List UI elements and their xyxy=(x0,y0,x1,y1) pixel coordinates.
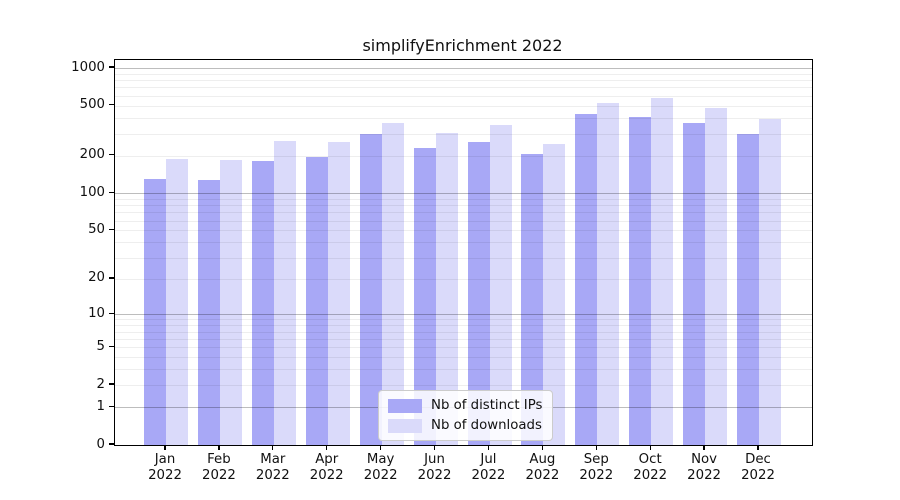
y-tick-mark xyxy=(109,383,114,385)
x-tick-mark xyxy=(595,445,597,450)
x-tick-mark xyxy=(757,445,759,450)
bar-distinct-ips-dec xyxy=(737,134,759,445)
x-tick-mark xyxy=(326,445,328,450)
x-tick-label: Oct 2022 xyxy=(633,452,668,483)
legend-label-downloads: Nb of downloads xyxy=(431,418,542,433)
x-tick-label: Apr 2022 xyxy=(309,452,344,483)
x-tick-label: Sep 2022 xyxy=(579,452,614,483)
y-tick-label: 5 xyxy=(96,338,105,354)
x-tick-label: Jan 2022 xyxy=(148,452,182,483)
x-tick-mark xyxy=(164,445,166,450)
y-tick-label: 1 xyxy=(96,398,105,414)
x-tick-label: Nov 2022 xyxy=(687,452,721,483)
x-tick-mark xyxy=(649,445,651,450)
y-tick-label: 0 xyxy=(96,436,105,452)
x-tick-mark xyxy=(541,445,544,450)
y-tick-mark xyxy=(109,191,114,193)
bar-distinct-ips-apr xyxy=(305,157,328,445)
x-tick-mark xyxy=(703,445,705,450)
y-tick-mark xyxy=(109,66,114,68)
x-tick-label: Aug 2022 xyxy=(525,452,560,483)
x-tick-label: Mar 2022 xyxy=(255,452,290,483)
y-tick-mark xyxy=(109,104,114,106)
bar-distinct-ips-may xyxy=(359,134,382,445)
bar-downloads-may xyxy=(381,123,404,445)
bar-distinct-ips-mar xyxy=(251,161,274,445)
bar-distinct-ips-feb xyxy=(197,180,220,445)
bar-downloads-nov xyxy=(705,108,728,445)
bar-distinct-ips-nov xyxy=(683,123,706,445)
legend-item-downloads: Nb of downloads xyxy=(388,418,542,433)
x-tick-label: Feb 2022 xyxy=(201,452,236,483)
bar-downloads-dec xyxy=(759,118,781,445)
y-tick-label: 500 xyxy=(79,97,105,113)
bar-downloads-jan xyxy=(166,158,188,445)
y-tick-mark xyxy=(109,443,114,445)
bar-downloads-oct xyxy=(651,98,674,445)
bar-downloads-apr xyxy=(327,141,350,445)
x-tick-label: Jun 2022 xyxy=(417,452,452,483)
x-tick-label: May 2022 xyxy=(363,452,398,483)
y-tick-label: 20 xyxy=(88,270,105,286)
x-tick-label: Dec 2022 xyxy=(741,452,775,483)
x-tick-mark xyxy=(272,445,274,450)
bar-downloads-feb xyxy=(219,159,242,445)
chart-title: simplifyEnrichment 2022 xyxy=(362,36,563,55)
bar-downloads-sep xyxy=(597,103,620,445)
legend: Nb of distinct IPs Nb of downloads xyxy=(378,390,554,441)
x-tick-mark xyxy=(433,445,436,450)
bar-distinct-ips-sep xyxy=(575,114,598,445)
legend-label-distinct-ips: Nb of distinct IPs xyxy=(431,398,543,413)
x-tick-mark xyxy=(379,445,382,450)
bar-downloads-jun xyxy=(435,132,458,445)
y-tick-label: 2 xyxy=(96,376,105,392)
y-tick-label: 100 xyxy=(79,184,105,200)
y-tick-mark xyxy=(109,228,114,231)
x-tick-mark xyxy=(218,445,220,450)
legend-swatch-distinct-ips-icon xyxy=(388,398,422,413)
plot-area: Nb of distinct IPs Nb of downloads xyxy=(114,59,813,446)
bar-distinct-ips-jan xyxy=(144,179,166,445)
bars-layer xyxy=(115,60,812,445)
bar-distinct-ips-jun xyxy=(413,147,436,445)
bar-distinct-ips-aug xyxy=(521,154,544,445)
y-tick-label: 50 xyxy=(88,221,105,237)
legend-swatch-downloads-icon xyxy=(388,418,422,433)
x-tick-label: Jul 2022 xyxy=(471,452,506,483)
bar-downloads-mar xyxy=(273,140,296,445)
legend-item-distinct-ips: Nb of distinct IPs xyxy=(388,398,542,413)
y-tick-mark xyxy=(109,277,114,279)
x-tick-mark xyxy=(487,445,490,450)
y-tick-mark xyxy=(109,153,114,156)
y-tick-label: 200 xyxy=(79,147,105,163)
y-tick-label: 1000 xyxy=(71,59,105,75)
y-tick-mark xyxy=(109,312,114,314)
bar-distinct-ips-jul xyxy=(467,142,490,445)
y-tick-mark xyxy=(109,405,114,407)
y-tick-label: 10 xyxy=(88,305,105,321)
bar-downloads-jul xyxy=(489,124,512,445)
bar-downloads-aug xyxy=(543,144,566,445)
y-tick-mark xyxy=(109,345,114,347)
bar-distinct-ips-oct xyxy=(629,116,652,445)
